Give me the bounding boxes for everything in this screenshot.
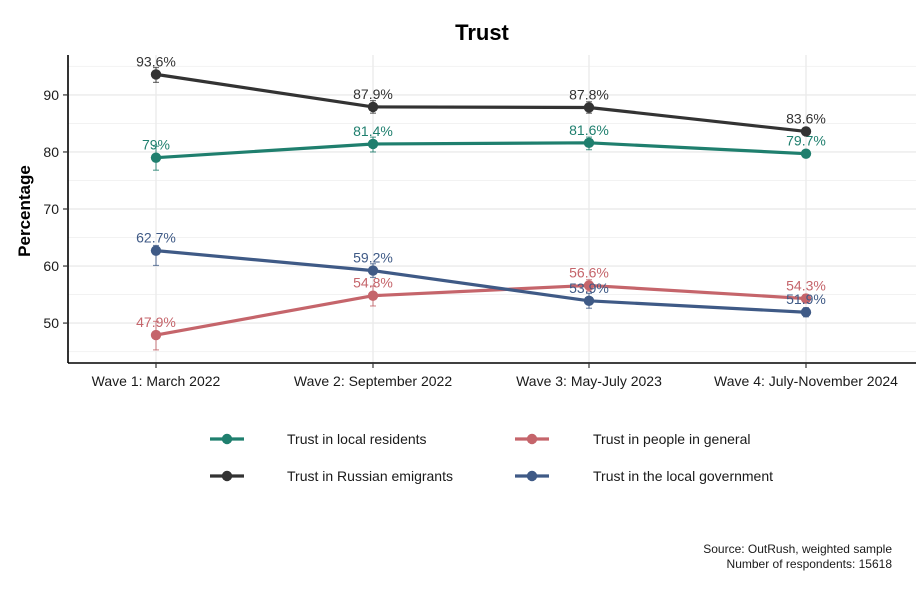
data-point bbox=[367, 138, 379, 150]
y-tick-label: 70 bbox=[43, 201, 59, 217]
data-label: 87.8% bbox=[569, 86, 609, 102]
series-line bbox=[154, 249, 808, 314]
data-point bbox=[800, 148, 812, 159]
legend-label: Trust in Russian emigrants bbox=[287, 468, 453, 484]
legend: Trust in local residents Trust in people … bbox=[210, 431, 773, 484]
data-label: 83.6% bbox=[786, 110, 826, 126]
data-point bbox=[150, 329, 162, 341]
data-label: 47.9% bbox=[136, 314, 176, 330]
x-tick-label: Wave 3: May-July 2023 bbox=[516, 373, 662, 389]
data-label: 59.2% bbox=[353, 250, 393, 266]
data-point bbox=[583, 102, 595, 113]
y-tick-labels: 50 60 70 80 90 bbox=[43, 87, 68, 331]
caption-respondents: Number of respondents: 15618 bbox=[727, 557, 893, 571]
data-point bbox=[800, 307, 812, 318]
data-point bbox=[150, 69, 162, 80]
series-trust-in-the-local-government: 62.7% 59.2% 53.9% 51.9% bbox=[136, 230, 826, 318]
data-label: 54.8% bbox=[353, 275, 393, 291]
legend-key-point bbox=[221, 470, 233, 482]
data-label: 81.6% bbox=[569, 122, 609, 138]
data-point bbox=[367, 290, 379, 301]
legend-item-trust-in-people-in-general: Trust in people in general bbox=[515, 431, 750, 447]
series-trust-in-people-in-general: 47.9% 54.8% 56.6% 54.3% bbox=[136, 264, 826, 351]
data-point bbox=[150, 245, 162, 256]
data-label: 79.7% bbox=[786, 133, 826, 149]
series-line bbox=[154, 283, 808, 337]
data-point bbox=[583, 137, 595, 149]
caption-source: Source: OutRush, weighted sample bbox=[703, 542, 892, 556]
data-label: 62.7% bbox=[136, 230, 176, 246]
legend-item-trust-in-the-local-government: Trust in the local government bbox=[515, 468, 773, 484]
legend-key-point bbox=[526, 470, 538, 482]
legend-item-trust-in-local-residents: Trust in local residents bbox=[210, 431, 427, 447]
data-label: 93.6% bbox=[136, 53, 176, 69]
x-tick-label: Wave 1: March 2022 bbox=[92, 373, 221, 389]
x-tick-label: Wave 4: July-November 2024 bbox=[714, 373, 898, 389]
legend-key-point bbox=[526, 433, 538, 445]
data-point bbox=[583, 280, 595, 291]
series-trust-in-russian-emigrants: 93.6% 87.9% 87.8% 83.6% bbox=[136, 53, 826, 137]
data-point bbox=[367, 101, 379, 113]
data-point bbox=[150, 152, 162, 163]
data-point bbox=[367, 265, 379, 276]
series-trust-in-local-residents: 79% 81.4% 81.6% 79.7% bbox=[142, 122, 826, 171]
data-label: 81.4% bbox=[353, 123, 393, 139]
data-label: 53.9% bbox=[569, 280, 609, 296]
y-tick-label: 60 bbox=[43, 258, 59, 274]
series-line bbox=[154, 72, 808, 134]
y-tick-label: 90 bbox=[43, 87, 59, 103]
caption: Source: OutRush, weighted sample Number … bbox=[703, 542, 892, 571]
data-label: 87.9% bbox=[353, 86, 393, 102]
y-tick-label: 80 bbox=[43, 144, 59, 160]
x-tick-labels: Wave 1: March 2022 Wave 2: September 2022… bbox=[92, 363, 898, 389]
legend-item-trust-in-russian-emigrants: Trust in Russian emigrants bbox=[210, 468, 453, 484]
data-label: 51.9% bbox=[786, 291, 826, 307]
legend-label: Trust in people in general bbox=[593, 431, 750, 447]
series-layer: 79% 81.4% 81.6% 79.7% 93.6% 87.9% 87.8% 83.6% 47… bbox=[136, 53, 826, 351]
legend-label: Trust in the local government bbox=[593, 468, 773, 484]
gridlines bbox=[68, 55, 916, 363]
series-line bbox=[154, 141, 808, 160]
data-point bbox=[583, 295, 595, 307]
data-label: 54.3% bbox=[786, 278, 826, 294]
y-axis-label: Percentage bbox=[15, 165, 34, 257]
data-label: 79% bbox=[142, 137, 170, 153]
y-tick-label: 50 bbox=[43, 315, 59, 331]
data-label: 56.6% bbox=[569, 264, 609, 280]
chart-title: Trust bbox=[455, 20, 509, 45]
legend-label: Trust in local residents bbox=[287, 431, 427, 447]
x-tick-label: Wave 2: September 2022 bbox=[294, 373, 452, 389]
data-point bbox=[800, 293, 812, 304]
legend-key-point bbox=[221, 433, 233, 445]
data-point bbox=[800, 126, 812, 137]
